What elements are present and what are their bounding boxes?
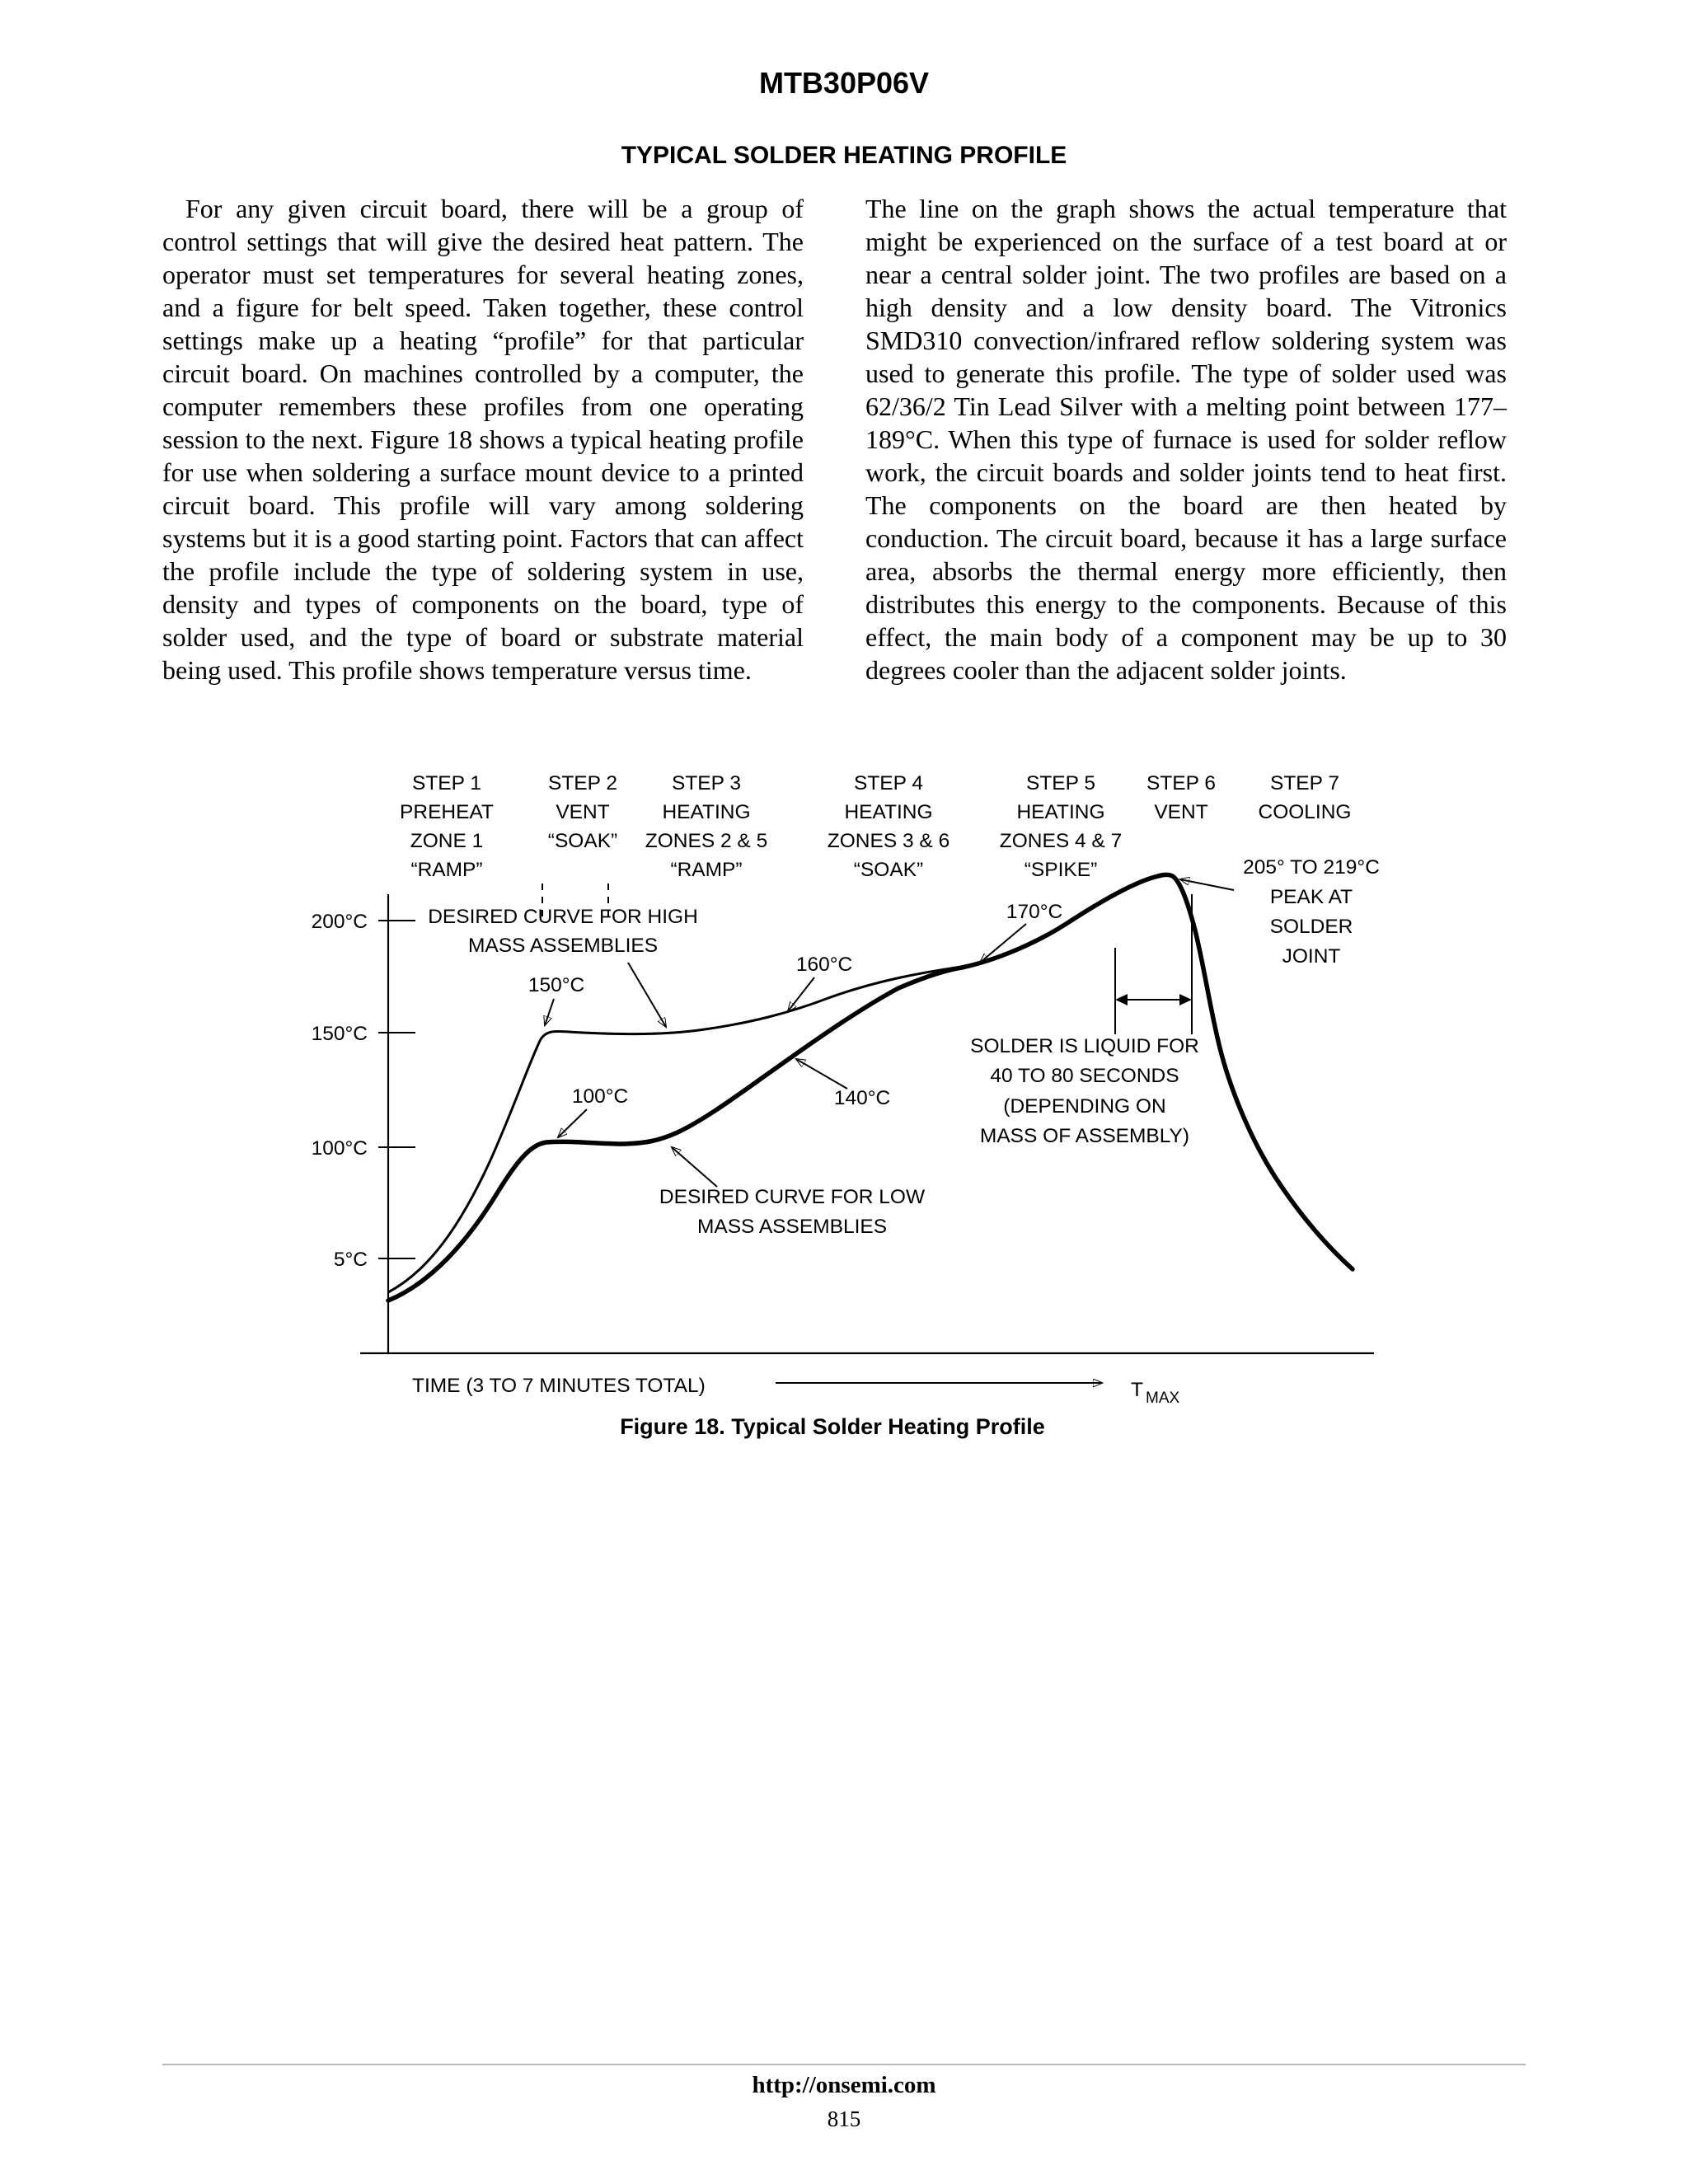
time-axis-label: TIME (3 TO 7 MINUTES TOTAL)	[412, 1375, 706, 1397]
double-arrowhead-right	[1179, 994, 1192, 1005]
step-1-label: STEP 1 PREHEAT ZONE 1 “RAMP”	[400, 772, 494, 881]
label-150c: 150°C	[528, 974, 584, 996]
step-6-line: VENT	[1154, 801, 1207, 823]
step-2-label: STEP 2 VENT “SOAK”	[548, 772, 617, 852]
high-mass-arrow	[627, 962, 666, 1027]
step-5-line: ZONES 4 & 7	[1000, 830, 1122, 852]
step-3-line: HEATING	[662, 801, 750, 823]
peak-label: SOLDER	[1270, 916, 1353, 938]
footer-url[interactable]: http://onsemi.com	[752, 2072, 936, 2098]
solder-liquid-label: (DEPENDING ON	[1003, 1095, 1165, 1118]
step-2-line: VENT	[556, 801, 609, 823]
right-column-paragraph: The line on the graph shows the actual t…	[865, 194, 1507, 685]
step-3-line: “RAMP”	[670, 859, 742, 881]
solder-liquid-label: 40 TO 80 SECONDS	[990, 1065, 1179, 1087]
step-7-line: STEP 7	[1270, 772, 1339, 794]
solder-liquid-label: SOLDER IS LIQUID FOR	[970, 1035, 1199, 1057]
solder-heating-profile-figure: STEP 1 PREHEAT ZONE 1 “RAMP” STEP 2 VENT…	[312, 772, 1380, 1439]
body-text-columns: For any given circuit board, there will …	[162, 192, 1507, 687]
arrow-170c	[980, 923, 1027, 963]
peak-label: PEAK AT	[1270, 886, 1353, 908]
figure-caption: Figure 18. Typical Solder Heating Profil…	[620, 1414, 1045, 1439]
step-5-line: “SPIKE”	[1025, 859, 1098, 881]
high-mass-curve	[387, 965, 963, 1294]
step-6-label: STEP 6 VENT	[1146, 772, 1216, 823]
step-1-line: STEP 1	[412, 772, 481, 794]
y-axis-label-100: 100°C	[312, 1137, 368, 1160]
label-160c: 160°C	[796, 954, 852, 976]
low-mass-arrow	[672, 1147, 718, 1188]
y-axis-label-5: 5°C	[334, 1249, 368, 1271]
high-mass-label: MASS ASSEMBLIES	[468, 935, 658, 957]
y-axis-label-150: 150°C	[312, 1023, 368, 1045]
step-4-line: “SOAK”	[854, 859, 923, 881]
step-7-label: STEP 7 COOLING	[1259, 772, 1352, 823]
step-6-line: STEP 6	[1146, 772, 1216, 794]
peak-label: 205° TO 219°C	[1243, 856, 1380, 879]
section-heading: TYPICAL SOLDER HEATING PROFILE	[621, 142, 1067, 169]
low-mass-curve	[386, 872, 1355, 1303]
solder-liquid-label: MASS OF ASSEMBLY)	[980, 1125, 1189, 1147]
page-number: 815	[827, 2107, 861, 2131]
y-axis-label-200: 200°C	[312, 911, 368, 933]
label-140c: 140°C	[834, 1087, 890, 1109]
step-2-line: “SOAK”	[548, 830, 617, 852]
peak-arrow	[1180, 879, 1235, 891]
arrow-160c	[788, 977, 815, 1011]
step-1-line: PREHEAT	[400, 801, 494, 823]
step-2-line: STEP 2	[548, 772, 617, 794]
step-3-label: STEP 3 HEATING ZONES 2 & 5 “RAMP”	[645, 772, 767, 881]
label-100c: 100°C	[572, 1085, 628, 1108]
left-column-paragraph: For any given circuit board, there will …	[162, 194, 804, 685]
peak-label: JOINT	[1282, 945, 1341, 968]
step-5-label: STEP 5 HEATING ZONES 4 & 7 “SPIKE”	[1000, 772, 1122, 881]
part-number-title: MTB30P06V	[758, 66, 930, 100]
step-5-line: HEATING	[1016, 801, 1104, 823]
arrow-140c	[796, 1059, 848, 1090]
double-arrowhead-left	[1115, 994, 1128, 1005]
high-mass-label: DESIRED CURVE FOR HIGH	[428, 906, 698, 928]
tmax-label: T	[1131, 1379, 1143, 1401]
step-3-line: ZONES 2 & 5	[645, 830, 767, 852]
step-3-line: STEP 3	[672, 772, 741, 794]
tmax-subscript: MAX	[1146, 1390, 1180, 1407]
step-4-line: HEATING	[844, 801, 932, 823]
footer-divider	[162, 2064, 1526, 2065]
arrow-100c	[558, 1108, 588, 1137]
step-4-line: STEP 4	[854, 772, 923, 794]
low-mass-label: MASS ASSEMBLIES	[697, 1216, 887, 1238]
arrow-150c	[545, 998, 555, 1025]
step-5-line: STEP 5	[1026, 772, 1095, 794]
step-4-label: STEP 4 HEATING ZONES 3 & 6 “SOAK”	[828, 772, 950, 881]
label-170c: 170°C	[1006, 901, 1062, 923]
low-mass-label: DESIRED CURVE FOR LOW	[659, 1186, 926, 1208]
step-7-line: COOLING	[1259, 801, 1352, 823]
step-1-line: ZONE 1	[410, 830, 484, 852]
step-4-line: ZONES 3 & 6	[828, 830, 950, 852]
step-1-line: “RAMP”	[410, 859, 482, 881]
